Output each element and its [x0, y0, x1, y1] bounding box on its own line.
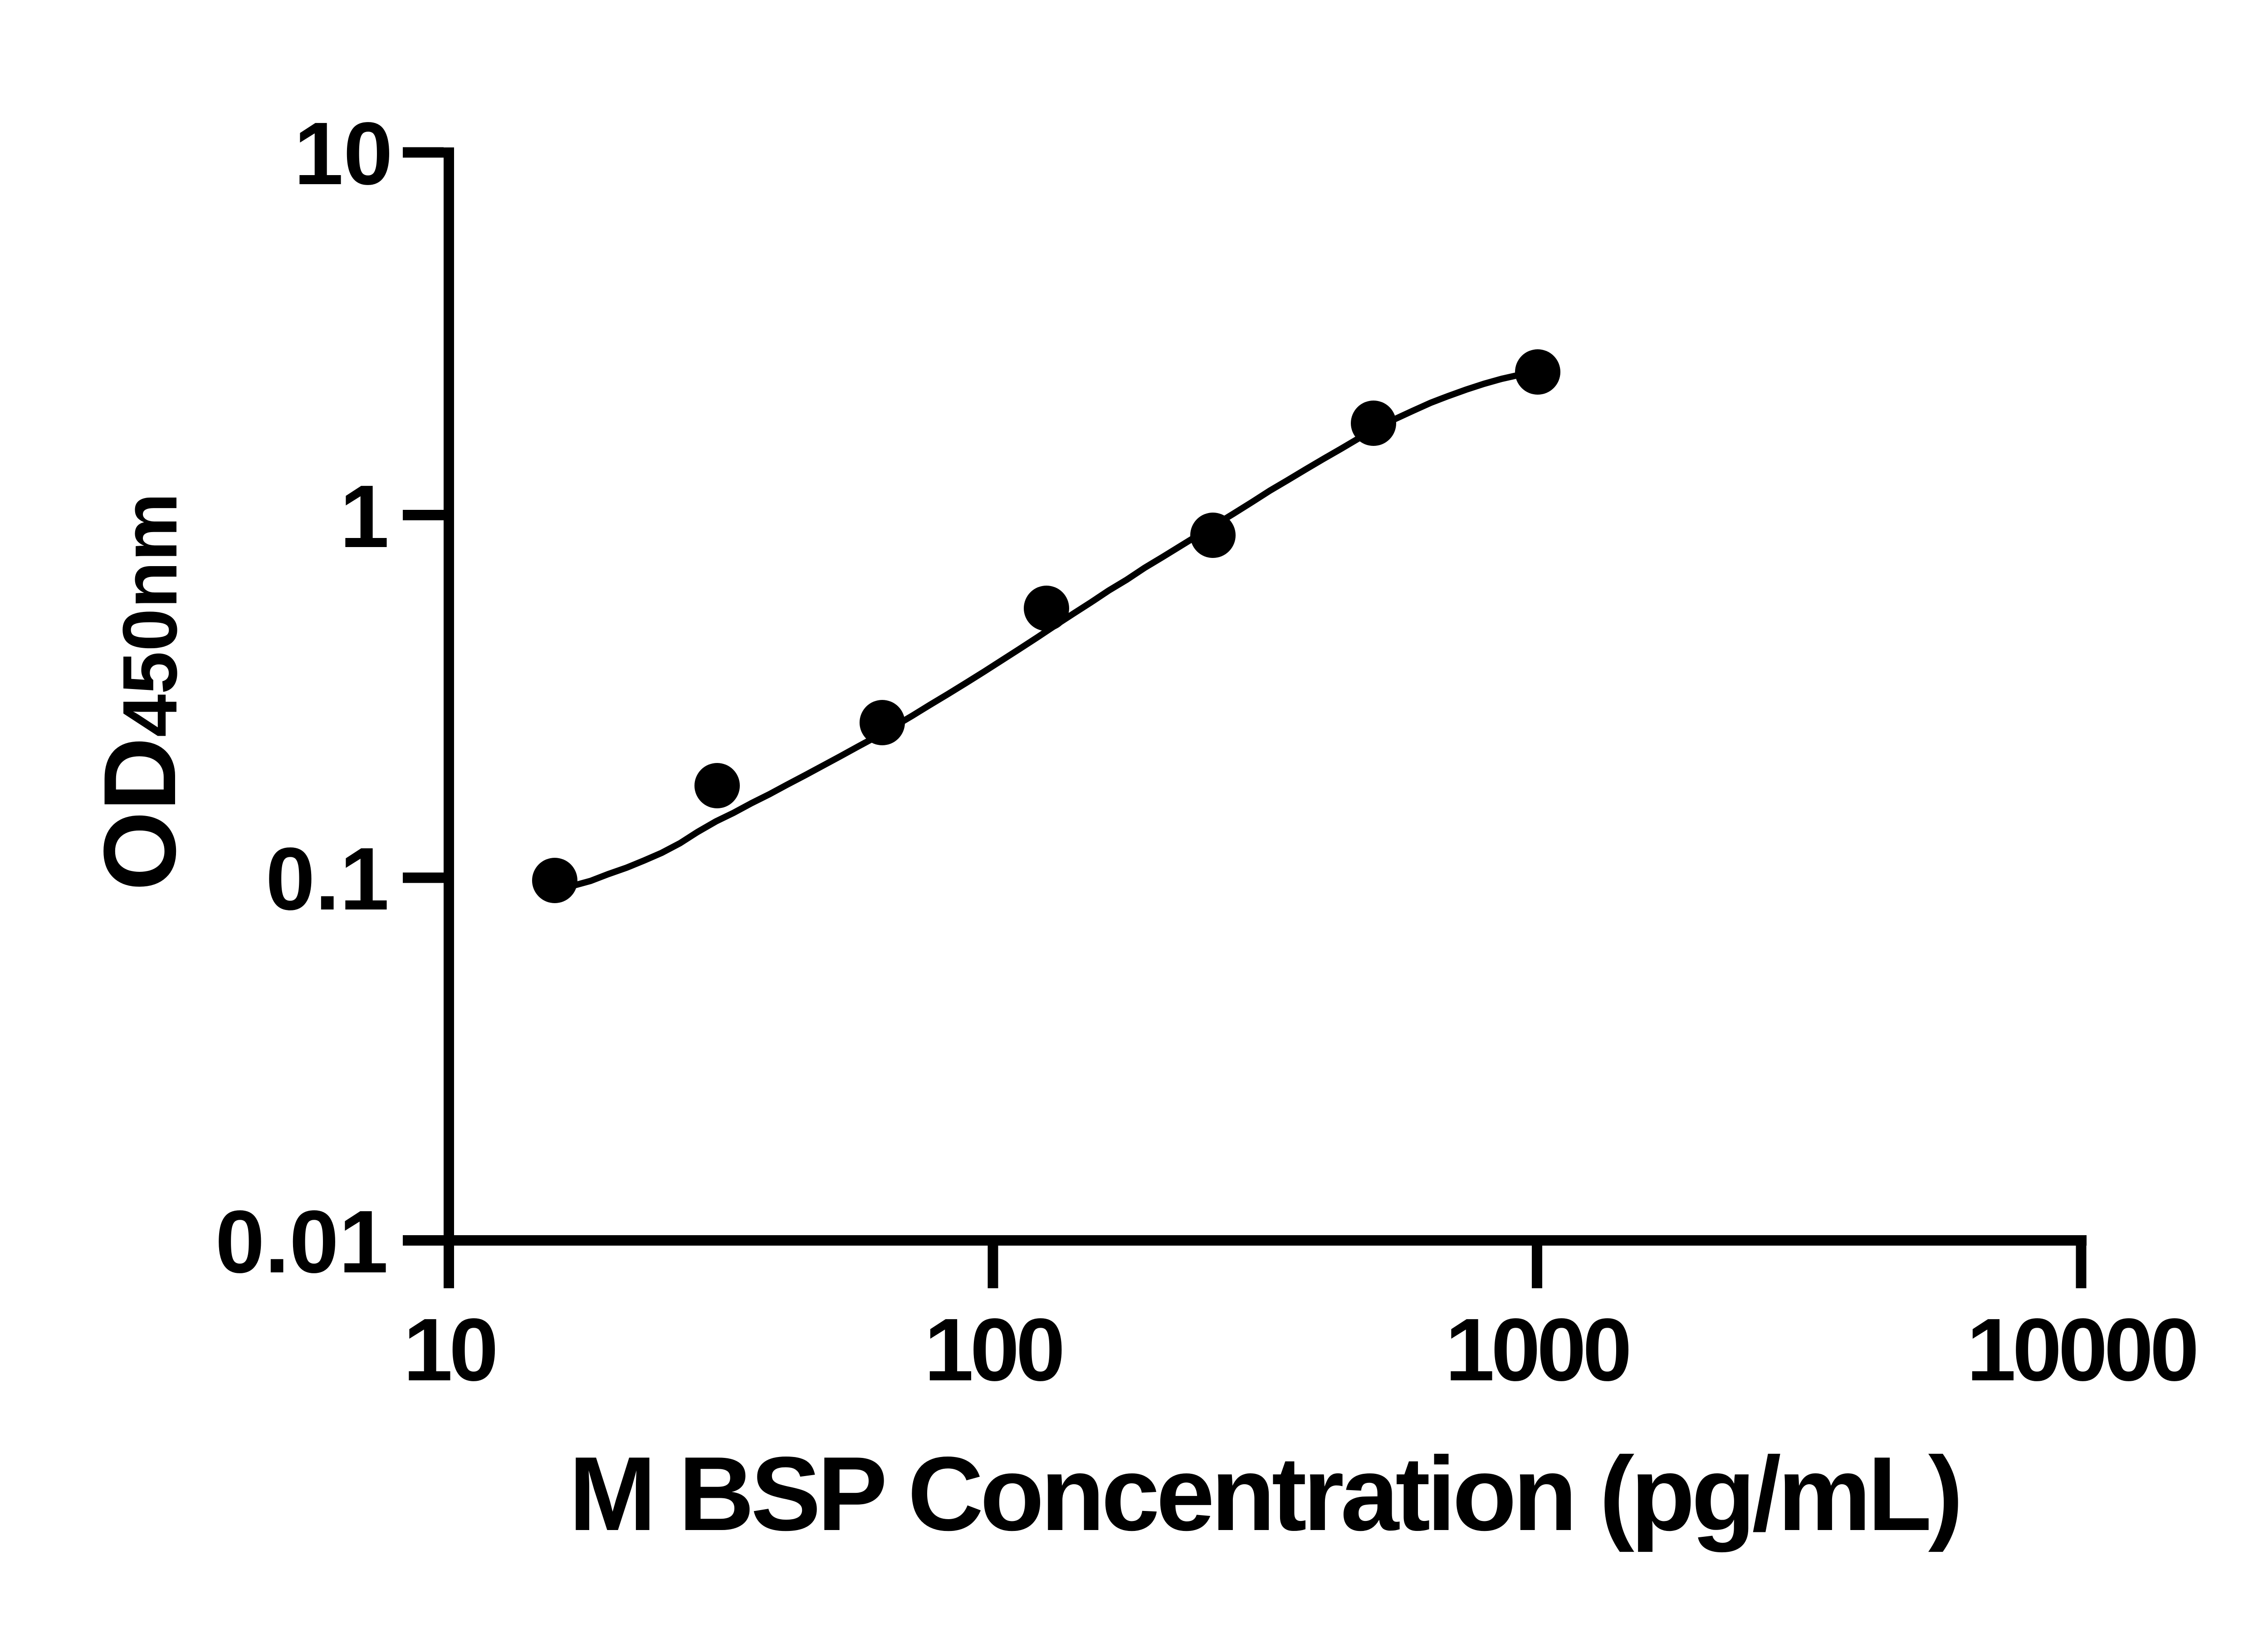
- svg-text:M BSP Concentration (pg/mL): M BSP Concentration (pg/mL): [569, 1435, 1960, 1553]
- svg-text:0.01: 0.01: [215, 1192, 388, 1291]
- svg-text:1: 1: [340, 467, 389, 566]
- svg-text:10: 10: [403, 1300, 495, 1399]
- svg-text:10: 10: [294, 104, 393, 203]
- svg-text:OD450nm: OD450nm: [82, 493, 197, 891]
- svg-text:100: 100: [924, 1300, 1061, 1399]
- svg-text:10000: 10000: [1966, 1300, 2195, 1399]
- svg-text:1000: 1000: [1445, 1300, 1628, 1399]
- svg-text:0.1: 0.1: [266, 829, 389, 929]
